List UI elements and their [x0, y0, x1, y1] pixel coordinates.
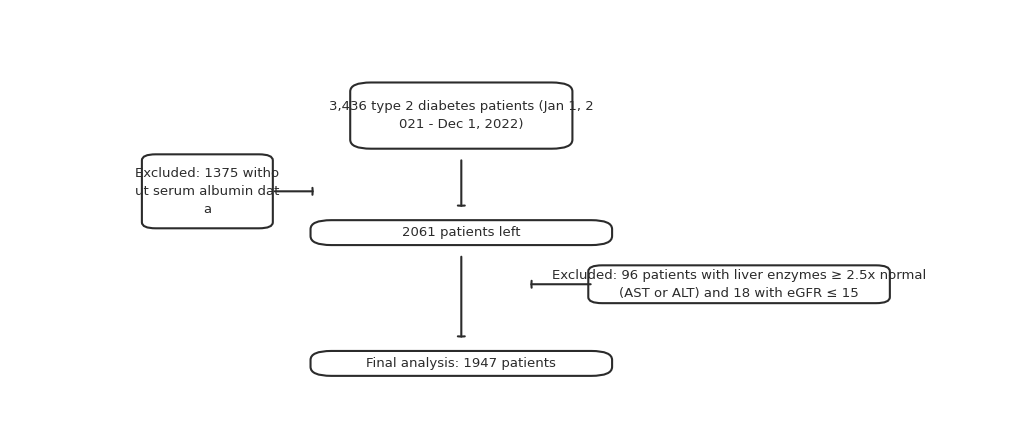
Text: Excluded: 96 patients with liver enzymes ≥ 2.5x normal
(AST or ALT) and 18 with : Excluded: 96 patients with liver enzymes…: [552, 269, 926, 300]
FancyBboxPatch shape: [350, 83, 572, 149]
FancyBboxPatch shape: [588, 266, 890, 303]
Text: 3,436 type 2 diabetes patients (Jan 1, 2
021 - Dec 1, 2022): 3,436 type 2 diabetes patients (Jan 1, 2…: [329, 100, 594, 131]
Text: Excluded: 1375 witho
ut serum albumin dat
a: Excluded: 1375 witho ut serum albumin da…: [135, 167, 280, 216]
Text: Final analysis: 1947 patients: Final analysis: 1947 patients: [367, 357, 556, 370]
Text: 2061 patients left: 2061 patients left: [402, 226, 520, 239]
FancyBboxPatch shape: [310, 351, 612, 376]
FancyBboxPatch shape: [310, 220, 612, 245]
FancyBboxPatch shape: [142, 154, 272, 228]
